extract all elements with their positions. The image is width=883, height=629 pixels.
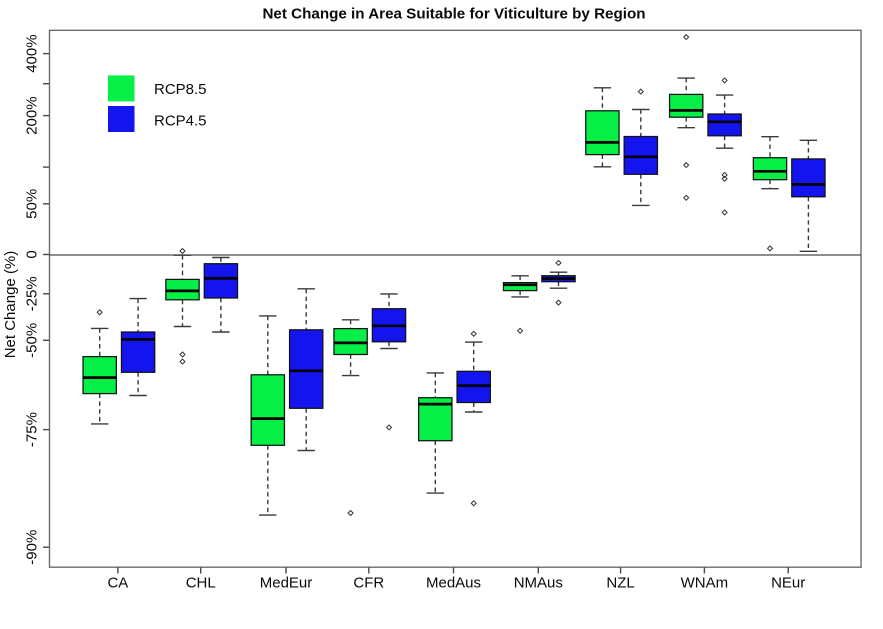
svg-text:-75%: -75% bbox=[24, 412, 41, 447]
svg-text:NMAus: NMAus bbox=[514, 575, 563, 592]
svg-text:MedEur: MedEur bbox=[260, 575, 313, 592]
svg-text:MedAus: MedAus bbox=[426, 575, 481, 592]
svg-text:CA: CA bbox=[107, 575, 128, 592]
svg-text:Net Change (%): Net Change (%) bbox=[2, 251, 19, 359]
svg-text:RCP4.5: RCP4.5 bbox=[154, 112, 207, 129]
svg-text:-50%: -50% bbox=[24, 323, 41, 358]
svg-text:-25%: -25% bbox=[24, 276, 41, 311]
svg-text:Net Change in Area Suitable fo: Net Change in Area Suitable for Viticult… bbox=[262, 6, 645, 23]
svg-text:RCP8.5: RCP8.5 bbox=[154, 81, 207, 98]
svg-text:0: 0 bbox=[24, 250, 41, 258]
svg-text:50%: 50% bbox=[24, 189, 41, 219]
svg-text:WNAm: WNAm bbox=[681, 575, 729, 592]
svg-text:-90%: -90% bbox=[24, 530, 41, 565]
svg-text:CHL: CHL bbox=[186, 575, 216, 592]
svg-text:200%: 200% bbox=[24, 96, 41, 134]
svg-text:CFR: CFR bbox=[353, 575, 384, 592]
svg-text:NEur: NEur bbox=[771, 575, 805, 592]
svg-text:400%: 400% bbox=[24, 34, 41, 72]
svg-text:NZL: NZL bbox=[606, 575, 634, 592]
